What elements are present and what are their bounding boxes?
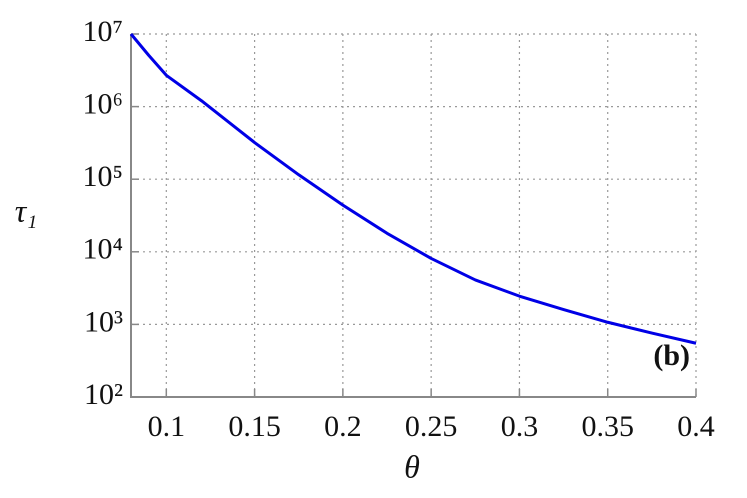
- y-tick-label: 10⁶: [83, 87, 123, 120]
- data-line: [129, 33, 697, 345]
- x-tick-label: 0.2: [324, 410, 362, 443]
- y-tick-label: 10²: [84, 378, 123, 411]
- y-tick-label: 10⁵: [83, 160, 123, 193]
- x-tick-label: 0.1: [148, 410, 186, 443]
- x-axis-label: θ: [404, 448, 420, 484]
- x-tick-label: 0.4: [677, 410, 715, 443]
- x-tick-label: 0.3: [501, 410, 539, 443]
- x-tick-label: 0.25: [405, 410, 458, 443]
- x-tick-label: 0.15: [228, 410, 281, 443]
- y-axis-label: τ₁: [15, 192, 38, 228]
- y-tick-label: 10³: [84, 305, 123, 338]
- y-tick-label: 10⁴: [83, 233, 123, 266]
- axis-frame: [130, 34, 696, 398]
- annotation: (b): [653, 339, 690, 372]
- x-tick-label: 0.35: [581, 410, 634, 443]
- y-tick-label: 10⁷: [83, 15, 123, 48]
